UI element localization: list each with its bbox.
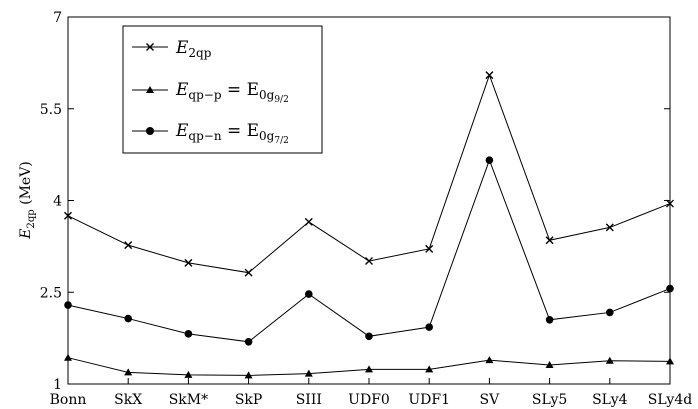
data-point-circle-SLy4d bbox=[666, 284, 674, 293]
data-point-triangle-UDF1 bbox=[425, 365, 434, 373]
data-point-triangle-SLy4d bbox=[666, 357, 674, 365]
data-point-cross-SkP bbox=[244, 268, 253, 277]
data-point-triangle-SV bbox=[485, 356, 494, 364]
legend-circle-marker bbox=[146, 127, 154, 135]
data-point-triangle-UDF0 bbox=[365, 365, 373, 373]
legend: E2qp Eqp−p = E0g9/2 Eqp−n = E0g7/2 bbox=[122, 25, 323, 154]
data-point-circle-UDF0 bbox=[365, 332, 373, 341]
legend-cross-marker bbox=[146, 43, 154, 51]
y-tick-label: 1 bbox=[53, 377, 62, 393]
data-point-cross-UDF0 bbox=[365, 257, 373, 266]
data-point-circle-SV bbox=[485, 156, 494, 164]
data-point-circle-SkM* bbox=[184, 330, 193, 338]
x-tick-label: SLy5 bbox=[532, 392, 567, 408]
data-point-cross-UDF1 bbox=[425, 244, 434, 253]
y-axis-title: E2qp (MeV) bbox=[18, 161, 37, 240]
data-point-cross-Bonn bbox=[64, 211, 72, 220]
y-tick-label: 4 bbox=[53, 194, 62, 210]
data-point-cross-SLy4d bbox=[666, 199, 674, 208]
legend-label-eqpn: Eqp−n = E0g7/2 bbox=[175, 121, 289, 146]
x-tick-label: SLy4 bbox=[592, 392, 628, 408]
legend-triangle-marker bbox=[146, 86, 154, 93]
data-point-circle-Bonn bbox=[64, 301, 72, 309]
data-point-circle-SkX bbox=[124, 314, 132, 323]
y-tick-label: 2.5 bbox=[40, 285, 62, 301]
x-tick-label: SLy4d bbox=[648, 392, 692, 408]
data-point-circle-SkP bbox=[244, 337, 253, 346]
data-point-triangle-SkP bbox=[244, 371, 253, 379]
data-point-triangle-SkM* bbox=[184, 370, 193, 378]
data-point-cross-SkX bbox=[124, 241, 133, 250]
legend-entry-e2qp: E2qp bbox=[132, 38, 212, 60]
data-point-circle-SLy4 bbox=[606, 308, 614, 317]
legend-entry-eqpp: Eqp−p = E0g9/2 bbox=[132, 80, 289, 105]
legend-label-eqpp: Eqp−p = E0g9/2 bbox=[175, 80, 289, 105]
x-tick-label: SkM* bbox=[169, 392, 208, 408]
data-point-triangle-SIII bbox=[304, 369, 313, 377]
x-tick-label: SIII bbox=[296, 392, 322, 408]
data-point-cross-SLy5 bbox=[545, 236, 554, 245]
data-point-triangle-SkX bbox=[124, 368, 133, 376]
x-tick-label: UDF1 bbox=[408, 392, 450, 408]
y-axis-ticks: 1 2.5 4 5.5 7 bbox=[40, 10, 670, 393]
series-line-circle bbox=[67, 158, 671, 343]
data-point-triangle-SLy4 bbox=[605, 356, 614, 364]
x-axis-ticks: Bonn SkX SkM* SkP SIII UDF0 UDF1 SV SLy5 SLy4 SLy4… bbox=[50, 378, 692, 408]
y-tick-label: 7 bbox=[53, 10, 62, 26]
x-tick-label: UDF0 bbox=[348, 392, 390, 408]
x-tick-label: Bonn bbox=[50, 392, 87, 408]
data-point-triangle-Bonn bbox=[64, 353, 72, 361]
data-point-cross-SIII bbox=[304, 217, 313, 226]
data-point-cross-SkM* bbox=[184, 258, 193, 267]
data-point-circle-SLy5 bbox=[545, 315, 554, 324]
x-tick-label: SV bbox=[480, 392, 501, 408]
legend-entry-eqpn: Eqp−n = E0g7/2 bbox=[132, 121, 289, 146]
x-tick-label: SkP bbox=[235, 392, 263, 408]
series-layer bbox=[64, 71, 674, 379]
legend-label-e2qp: E2qp bbox=[175, 38, 212, 60]
data-point-triangle-SLy5 bbox=[545, 361, 554, 369]
data-point-circle-SIII bbox=[305, 290, 313, 298]
data-point-cross-SLy4 bbox=[605, 223, 614, 232]
y-tick-label: 5.5 bbox=[40, 102, 62, 118]
x-tick-label: SkX bbox=[114, 392, 142, 408]
data-point-circle-UDF1 bbox=[425, 323, 434, 331]
data-point-cross-SV bbox=[485, 71, 494, 80]
